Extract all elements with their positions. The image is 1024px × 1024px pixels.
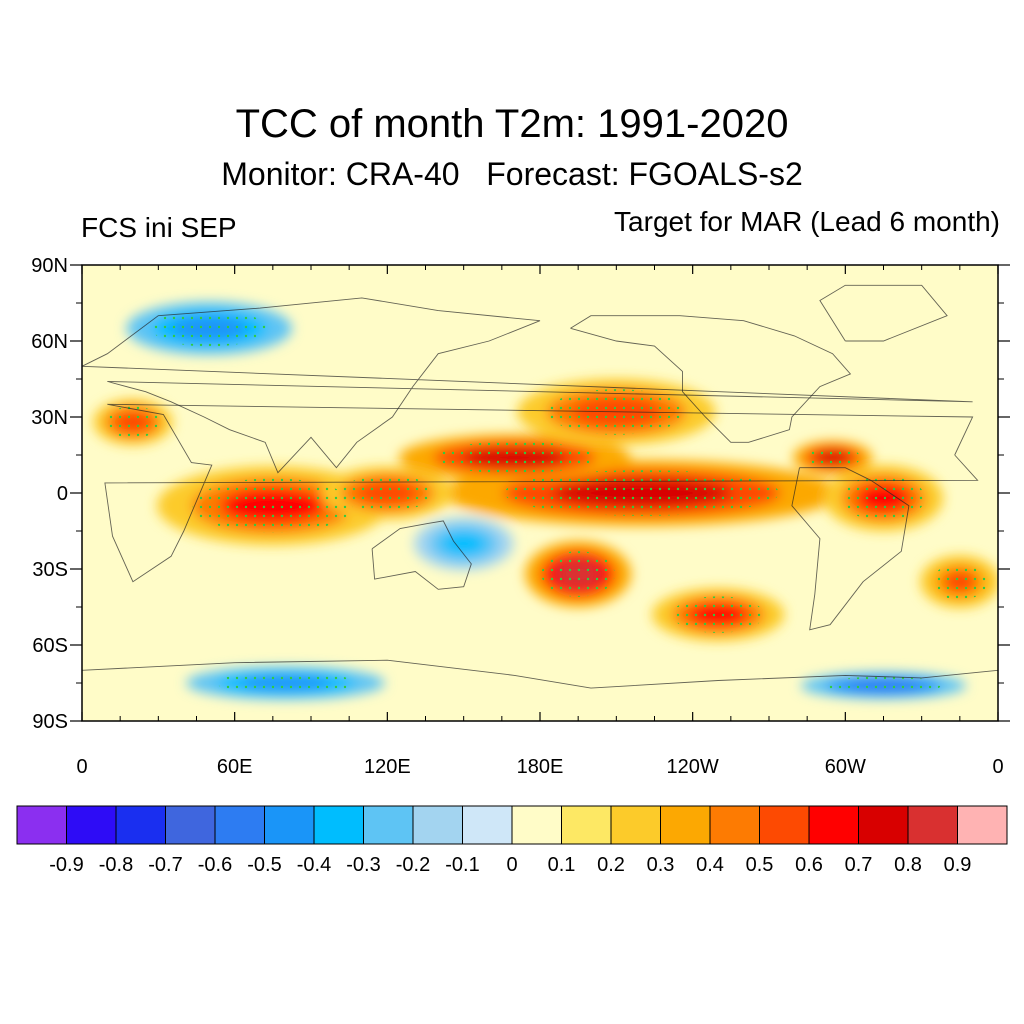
colorbar-label-2: -0.7	[148, 854, 182, 876]
colorbar-swatch-5	[264, 805, 315, 845]
colorbar-swatch-3	[165, 805, 216, 845]
x-tick-label-2: 120E	[364, 756, 411, 778]
colorbar-label-5: -0.4	[297, 854, 331, 876]
x-tick-label-4: 120W	[667, 756, 719, 778]
colorbar-label-8: -0.1	[445, 854, 479, 876]
colorbar-label-10: 0.1	[548, 854, 576, 876]
colorbar-swatch-11	[561, 805, 612, 845]
target-label: Target for MAR (Lead 6 month)	[614, 206, 1000, 237]
colorbar-label-17: 0.8	[894, 854, 922, 876]
colorbar-label-13: 0.4	[696, 854, 724, 876]
stipple-north-pacific-tropics	[434, 441, 595, 474]
colorbar-swatch-7	[363, 805, 414, 845]
colorbar-label-11: 0.2	[597, 854, 625, 876]
colorbar-swatch-1	[66, 805, 117, 845]
coastline-1	[82, 297, 973, 474]
x-tick-label-0: 0	[76, 756, 87, 778]
coastline-3	[570, 315, 852, 443]
stipple-antarctic-cool-1	[216, 671, 355, 695]
colorbar-swatch-9	[462, 805, 513, 845]
stipple-south-atlantic	[932, 563, 988, 600]
stipple-tropical-atlantic	[842, 475, 925, 521]
colorbar-swatch-4	[214, 805, 265, 845]
colorbar-label-4: -0.5	[247, 854, 281, 876]
field-south-pacific-cool-2	[441, 531, 486, 556]
colorbar-label-16: 0.7	[845, 854, 873, 876]
chart-title: TCC of month T2m: 1991-2020	[235, 102, 789, 146]
stipple-south-pacific-blob	[541, 551, 615, 597]
colorbar-label-15: 0.6	[795, 854, 823, 876]
colorbar-swatch-8	[412, 805, 463, 845]
plot-area	[81, 264, 999, 722]
coastlines	[82, 284, 998, 689]
coastline-2	[371, 520, 472, 590]
init-label: FCS ini SEP	[81, 212, 237, 243]
colorbar-label-18: 0.9	[944, 854, 972, 876]
colorbar-label-1: -0.8	[99, 854, 133, 876]
stipple-arabia	[105, 406, 161, 439]
stipple-maritime-continent	[341, 474, 434, 512]
colorbar-label-0: -0.9	[49, 854, 83, 876]
colorbar-swatch-18	[907, 805, 958, 845]
y-tick-label-6: 90S	[32, 711, 68, 733]
colorbar-label-6: -0.3	[346, 854, 380, 876]
colorbar-swatch-2	[115, 805, 166, 845]
stipple-tropical-pacific	[504, 470, 780, 516]
colorbar-swatch-16	[808, 805, 859, 845]
x-tick-label-3: 180E	[517, 756, 564, 778]
coastline-5	[819, 284, 948, 342]
stipple-antarctic-cool-2	[826, 676, 941, 695]
colorbar-label-12: 0.3	[647, 854, 675, 876]
colorbar-label-14: 0.5	[746, 854, 774, 876]
stipple-east-pacific-south	[672, 596, 764, 633]
y-tick-label-5: 60S	[32, 635, 68, 657]
x-tick-label-1: 60E	[217, 756, 253, 778]
colorbar-swatch-0	[16, 805, 67, 845]
coastline-4	[791, 467, 910, 631]
colorbar-swatch-14	[709, 805, 760, 845]
colorbar-swatch-13	[660, 805, 711, 845]
stipple-caribbean	[805, 446, 861, 469]
colorbar-swatch-10	[511, 805, 562, 845]
colorbar-swatch-6	[313, 805, 364, 845]
colorbar-swatch-15	[759, 805, 810, 845]
coastline-6	[82, 659, 998, 689]
colorbar-label-3: -0.6	[198, 854, 232, 876]
colorbar-swatch-12	[610, 805, 661, 845]
colorbar-swatch-19	[957, 805, 1008, 845]
y-tick-label-1: 60N	[31, 331, 68, 353]
y-tick-label-4: 30S	[32, 559, 68, 581]
colorbar: -0.9 -0.8 -0.7 -0.6 -0.5 -0.4 -0.3 -0.2 -0.1 0 0.1…	[16, 805, 1008, 876]
stipple-indian-ocean	[192, 478, 353, 534]
y-axis: 90N 60N 30N 0 30S 60S 90S	[31, 255, 1010, 733]
x-axis: 0 60E 120E 180E 120W 60W 0	[76, 265, 1004, 778]
stipple-siberia-cool	[151, 310, 267, 347]
colorbar-label-7: -0.2	[396, 854, 430, 876]
y-tick-label-0: 90N	[31, 255, 68, 277]
x-tick-label-6: 0	[992, 756, 1003, 778]
chart-subtitle: Monitor: CRA-40 Forecast: FGOALS-s2	[221, 156, 803, 192]
x-tick-label-5: 60W	[825, 756, 866, 778]
colorbar-label-9: 0	[506, 854, 517, 876]
colorbar-swatch-17	[858, 805, 909, 845]
coastline-0	[104, 403, 979, 583]
y-tick-label-2: 30N	[31, 407, 68, 429]
y-tick-label-3: 0	[57, 483, 68, 505]
significance-stippling	[105, 310, 988, 695]
